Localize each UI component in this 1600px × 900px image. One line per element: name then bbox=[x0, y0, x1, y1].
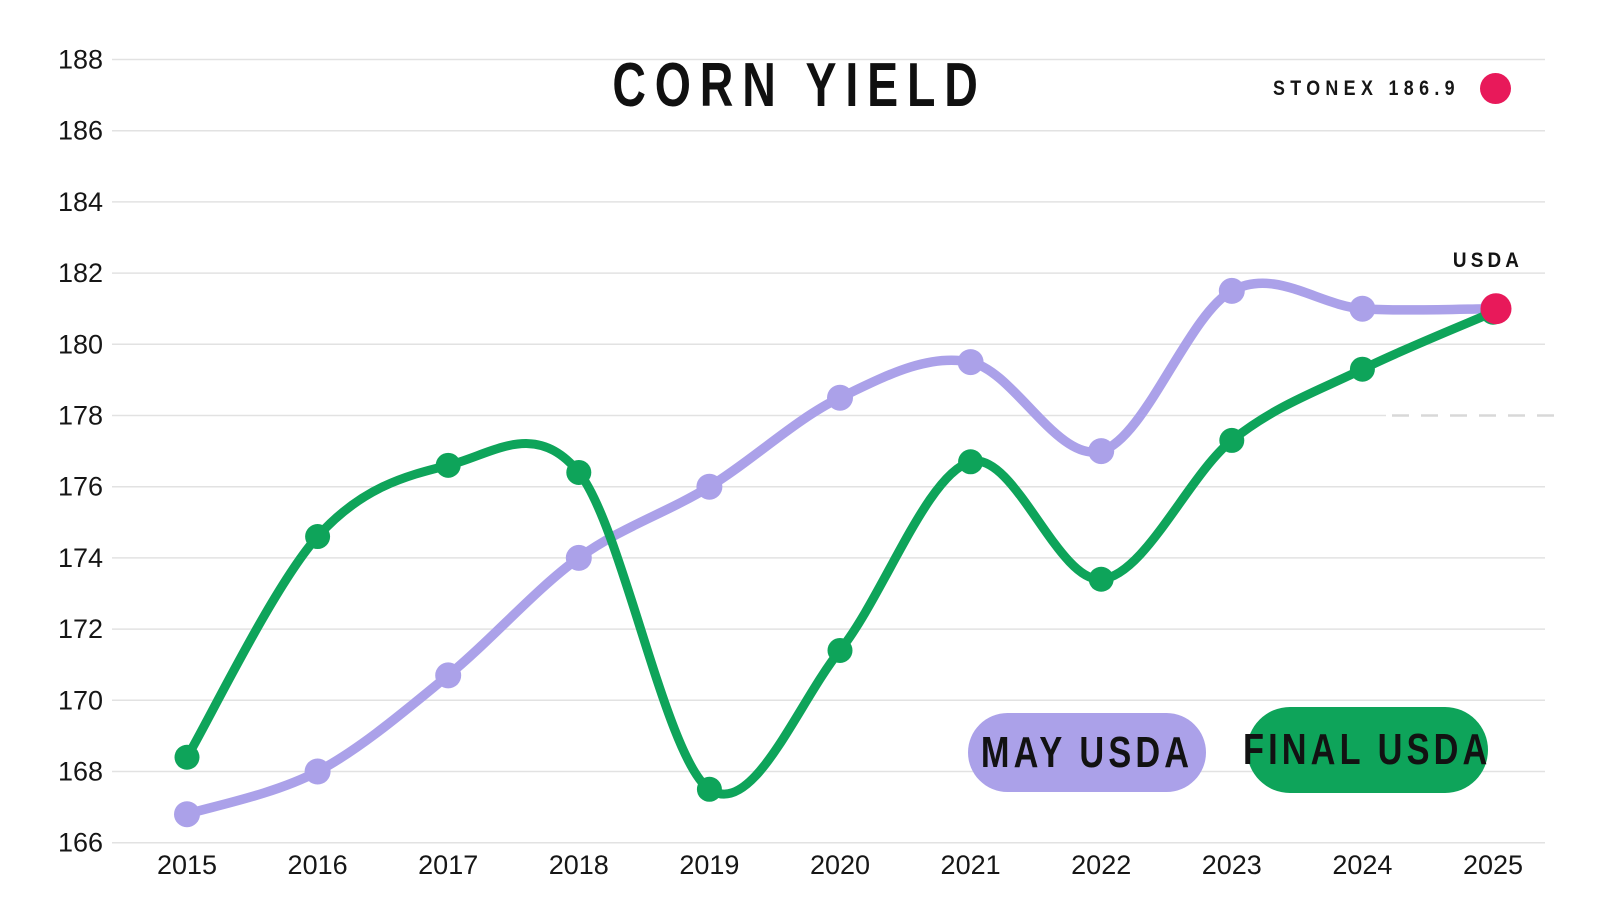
final-usda-point[interactable] bbox=[174, 744, 200, 770]
final-usda-point[interactable] bbox=[305, 524, 331, 550]
legend-label-may-usda: MAY USDA bbox=[980, 727, 1194, 777]
final-usda-point[interactable] bbox=[696, 776, 722, 802]
x-tick-label: 2018 bbox=[549, 850, 609, 880]
may-usda-point[interactable] bbox=[1218, 277, 1245, 304]
final-usda-point[interactable] bbox=[1349, 356, 1375, 382]
y-tick-label: 184 bbox=[58, 187, 103, 217]
may-usda-point[interactable] bbox=[565, 544, 592, 571]
legend-pill-final-usda[interactable]: FINAL USDA bbox=[1243, 707, 1488, 793]
legend-pill-may-usda[interactable]: MAY USDA bbox=[968, 713, 1206, 792]
y-tick-label: 182 bbox=[58, 258, 103, 288]
y-tick-label: 180 bbox=[58, 329, 103, 359]
may-usda-point[interactable] bbox=[174, 801, 200, 828]
y-tick-label: 174 bbox=[58, 543, 103, 573]
x-tick-label: 2025 bbox=[1463, 850, 1523, 880]
x-tick-label: 2024 bbox=[1332, 850, 1392, 880]
y-tick-label: 166 bbox=[58, 828, 103, 858]
x-tick-label: 2019 bbox=[679, 850, 739, 880]
final-usda-point[interactable] bbox=[958, 449, 984, 475]
may-usda-point[interactable] bbox=[696, 473, 723, 500]
y-tick-label: 172 bbox=[58, 614, 103, 644]
may-usda-point[interactable] bbox=[435, 662, 462, 689]
final-usda-point[interactable] bbox=[435, 452, 461, 478]
y-tick-label: 176 bbox=[58, 472, 103, 502]
y-tick-label: 186 bbox=[58, 116, 103, 146]
stonex-dot-icon bbox=[1480, 73, 1511, 104]
final-usda-point[interactable] bbox=[1219, 427, 1245, 453]
x-tick-label: 2017 bbox=[418, 850, 478, 880]
y-tick-label: 168 bbox=[58, 757, 103, 787]
may-usda-point[interactable] bbox=[1088, 438, 1115, 465]
final-usda-point[interactable] bbox=[1088, 566, 1114, 592]
x-tick-label: 2015 bbox=[157, 850, 217, 880]
x-tick-label: 2020 bbox=[810, 850, 870, 880]
x-tick-label: 2022 bbox=[1071, 850, 1131, 880]
may-usda-point[interactable] bbox=[1349, 295, 1376, 322]
may-usda-point[interactable] bbox=[827, 384, 853, 411]
y-tick-label: 188 bbox=[58, 45, 103, 75]
y-tick-label: 170 bbox=[58, 685, 103, 715]
x-tick-label: 2023 bbox=[1202, 850, 1262, 880]
stonex-annotation: STONEX 186.9 bbox=[1240, 72, 1511, 105]
legend-label-final-usda: FINAL USDA bbox=[1243, 725, 1492, 774]
may-usda-point[interactable] bbox=[957, 349, 984, 376]
y-tick-label: 178 bbox=[58, 401, 103, 431]
x-tick-label: 2016 bbox=[288, 850, 348, 880]
usda-2025-dot[interactable] bbox=[1480, 293, 1512, 325]
stonex-label: STONEX 186.9 bbox=[1273, 76, 1460, 100]
final-usda-point[interactable] bbox=[827, 637, 853, 663]
x-tick-label: 2021 bbox=[941, 850, 1001, 880]
may-usda-point[interactable] bbox=[304, 758, 331, 785]
final-usda-point[interactable] bbox=[566, 459, 592, 485]
